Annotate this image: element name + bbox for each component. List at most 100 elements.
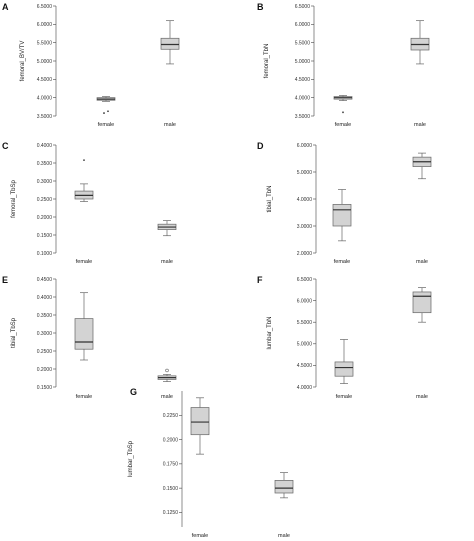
y-axis-label: femoral_BV/TV (20, 41, 26, 82)
box-male: male (160, 20, 180, 128)
y-axis-label: lumbar_TbN (267, 316, 273, 349)
y-tick-label: 6.5000 (37, 4, 53, 10)
y-tick-label: 0.1250 (163, 510, 179, 516)
y-tick-label: 4.0000 (295, 95, 311, 101)
y-tick-label: 0.3000 (37, 179, 53, 185)
y-tick-label: 5.5000 (297, 320, 313, 326)
iqr-box (334, 361, 354, 377)
y-tick-label: 0.3500 (37, 161, 53, 167)
panel-c: C 0.1000 0.1500 0.2000 0.2500 0.3000 0.3500 0.4… (2, 141, 177, 265)
outlier-point (165, 368, 169, 373)
box-female: female (332, 189, 352, 265)
outlier-point (83, 159, 85, 162)
y-axis-label: femoral_TbN (264, 44, 270, 79)
box-female: female (190, 397, 210, 539)
y-tick-label: 0.4500 (37, 277, 53, 283)
y-tick-label: 0.1000 (37, 251, 53, 257)
y-tick-label: 4.0000 (297, 197, 313, 203)
y-tick-label: 0.1500 (163, 486, 179, 492)
y-tick-label: 4.5000 (295, 77, 311, 83)
x-category-label: female (98, 122, 115, 128)
panel-d: D 2.0000 3.0000 4.0000 5.0000 6.0000 tibial_Tb… (257, 141, 432, 265)
y-tick-label: 0.2000 (37, 367, 53, 373)
box-male: male (157, 368, 177, 400)
x-category-label: female (334, 259, 351, 265)
panel-letter: F (257, 275, 263, 285)
y-tick-label: 0.4000 (37, 143, 53, 149)
box-female: female (334, 339, 354, 400)
iqr-box (190, 407, 210, 436)
y-axis-label: tibial_TbSp (11, 317, 17, 348)
panel-e: E 0.1500 0.2000 0.2500 0.3000 0.3500 0.4000 0.4… (2, 275, 177, 400)
panel-f: F 4.0000 4.5000 5.0000 5.5000 6.0000 6.5000 lum… (257, 275, 432, 400)
y-axis-label: femoral_TbSp (11, 179, 17, 217)
y-axis-label: lumbar_TbSp (128, 440, 134, 477)
y-tick-label: 0.4000 (37, 295, 53, 301)
y-tick-label: 0.2500 (37, 349, 53, 355)
y-tick-label: 0.3000 (37, 331, 53, 337)
y-tick-label: 0.1500 (37, 233, 53, 239)
x-category-label: male (161, 394, 173, 400)
y-tick-label: 0.2000 (37, 215, 53, 221)
y-tick-label: 5.0000 (37, 59, 53, 65)
panel-a: A 3.5000 4.0000 4.5000 5.0000 5.5000 6.0000 6.5… (2, 2, 180, 128)
y-tick-label: 4.5000 (297, 363, 313, 369)
panel-letter: A (2, 2, 9, 12)
y-tick-label: 6.0000 (297, 143, 313, 149)
y-tick-label: 2.0000 (297, 251, 313, 257)
x-category-label: female (76, 394, 93, 400)
box-female: female (74, 159, 94, 265)
panel-letter: B (257, 2, 264, 12)
y-tick-label: 0.2500 (37, 197, 53, 203)
box-male: male (412, 152, 432, 265)
box-female: female (74, 292, 94, 400)
panel-g: G 0.1250 0.1500 0.1750 0.2000 0.2250 lumbar_Tb… (128, 387, 294, 539)
y-tick-label: 5.0000 (295, 59, 311, 65)
panel-letter: E (2, 275, 8, 285)
x-category-label: male (416, 259, 428, 265)
y-tick-label: 0.1750 (163, 462, 179, 468)
y-tick-label: 6.5000 (297, 277, 313, 283)
y-axis-label: tibial_TbN (267, 185, 273, 212)
outlier-point (107, 110, 109, 113)
y-tick-label: 4.0000 (37, 95, 53, 101)
iqr-box (74, 318, 94, 350)
iqr-box (332, 204, 352, 227)
y-tick-label: 3.5000 (37, 114, 53, 120)
outlier-point (342, 111, 344, 114)
y-tick-label: 0.3500 (37, 313, 53, 319)
x-category-label: female (192, 533, 209, 539)
x-category-label: male (161, 259, 173, 265)
box-male: male (412, 287, 432, 400)
y-tick-label: 5.5000 (295, 40, 311, 46)
x-category-label: male (416, 394, 428, 400)
y-tick-label: 4.0000 (297, 385, 313, 391)
y-tick-label: 6.0000 (37, 22, 53, 28)
x-category-label: male (164, 122, 176, 128)
y-tick-label: 0.1500 (37, 385, 53, 391)
x-category-label: female (336, 394, 353, 400)
x-category-label: female (76, 259, 93, 265)
iqr-box (412, 291, 432, 314)
outlier-point (103, 112, 105, 114)
x-category-label: male (278, 533, 290, 539)
box-male: male (157, 220, 177, 265)
panel-letter: C (2, 141, 9, 151)
box-female: female (96, 96, 116, 128)
y-tick-label: 5.5000 (37, 40, 53, 46)
x-category-label: female (335, 122, 352, 128)
y-tick-label: 6.0000 (295, 22, 311, 28)
y-tick-label: 0.2250 (163, 413, 179, 419)
panel-b: B 3.5000 4.0000 4.5000 5.0000 5.5000 6.0000 6.5… (257, 2, 430, 128)
y-tick-label: 3.0000 (297, 224, 313, 230)
x-category-label: male (414, 122, 426, 128)
y-tick-label: 5.0000 (297, 170, 313, 176)
box-male: male (274, 472, 294, 539)
panel-letter: D (257, 141, 264, 151)
y-tick-label: 3.5000 (295, 114, 311, 120)
y-tick-label: 6.5000 (295, 4, 311, 10)
y-tick-label: 4.5000 (37, 77, 53, 83)
box-female: female (333, 95, 353, 128)
panel-letter: G (130, 387, 137, 397)
